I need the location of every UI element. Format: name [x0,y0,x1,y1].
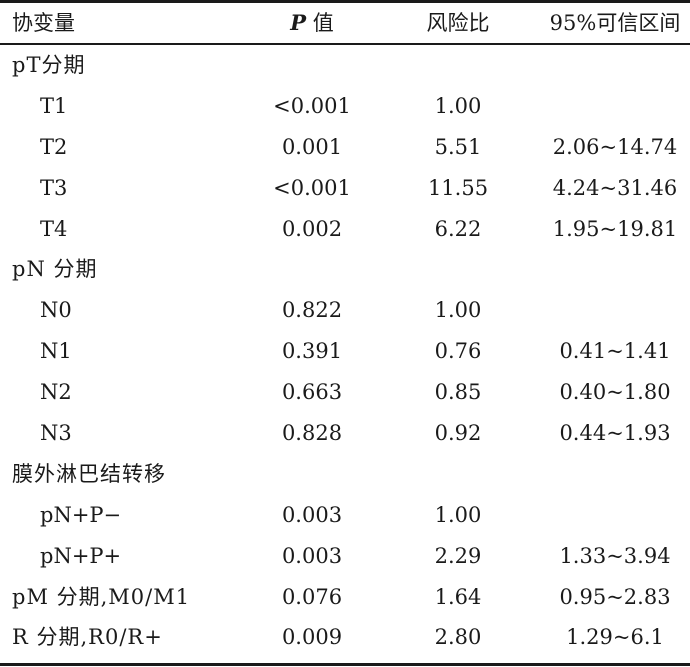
hazard-ratio-cell [398,249,518,289]
confidence-interval-cell: 1.33~3.94 [559,543,671,568]
table-group-row: 膜外淋巴结转移 [0,454,690,495]
table-row: T2 0.001 5.51 2.06~14.74 [0,127,690,168]
table-row: N0 0.822 1.00 [0,290,690,331]
table-group-row: pM 分期,M0/M1 0.076 1.64 0.95~2.83 [0,577,690,618]
p-value-cell: 0.822 [281,298,343,323]
covariate-cell: T1 [40,93,68,118]
table-group-row: pT分期 [0,45,690,86]
hazard-ratio-cell: 1.00 [434,93,482,118]
table-row: N3 0.828 0.92 0.44~1.93 [0,413,690,454]
header-p-value: P 值 [252,3,372,43]
p-value-cell: 0.076 [281,584,343,609]
confidence-interval-cell [540,454,690,494]
table-row: N1 0.391 0.76 0.41~1.41 [0,331,690,372]
table-group-row: pN 分期 [0,249,690,290]
hazard-ratio-cell: 0.92 [434,421,482,446]
table-row: pN+P+ 0.003 2.29 1.33~3.94 [0,536,690,577]
covariate-cell: N2 [40,380,72,405]
table-bottom-rule [0,663,690,666]
covariate-cell: pN+P+ [40,543,122,568]
covariate-cell: pT分期 [12,53,86,77]
p-value-cell: 0.009 [281,625,343,650]
confidence-interval-cell: 1.29~6.1 [566,625,664,650]
header-covariate: 协变量 [12,11,75,35]
covariate-cell: pM 分期,M0/M1 [12,584,191,609]
hazard-ratio-cell: 6.22 [434,216,482,241]
covariate-cell: T2 [40,134,68,159]
header-confidence-interval: 95%可信区间 [549,11,681,35]
covariate-cell: N1 [40,339,72,364]
covariate-cell: R 分期,R0/R+ [12,625,163,650]
table-row: T3 <0.001 11.55 4.24~31.46 [0,168,690,209]
table-top-rule [0,0,690,3]
confidence-interval-cell [540,495,690,535]
hazard-ratio-cell: 5.51 [434,134,482,159]
confidence-interval-cell: 1.95~19.81 [552,216,678,241]
covariate-cell: pN+P− [40,502,122,527]
hazard-ratio-cell: 1.00 [434,298,482,323]
table-row: N2 0.663 0.85 0.40~1.80 [0,372,690,413]
p-value-cell [252,45,372,85]
p-value-cell [252,454,372,494]
table-group-row: R 分期,R0/R+ 0.009 2.80 1.29~6.1 [0,617,690,658]
confidence-interval-cell: 0.44~1.93 [559,421,671,446]
covariate-cell: N0 [40,298,72,323]
hazard-ratio-cell: 1.00 [434,502,482,527]
covariate-cell: pN 分期 [12,257,98,282]
table-header-rule [0,43,690,45]
table-row: pN+P− 0.003 1.00 [0,495,690,536]
hazard-ratio-cell: 11.55 [427,175,489,200]
covariate-cell: T4 [40,216,68,241]
header-hazard-ratio: 风险比 [426,11,490,35]
p-value-cell: 0.391 [281,339,343,364]
covariate-cell: T3 [40,175,68,200]
confidence-interval-cell [540,45,690,85]
p-value-cell [252,249,372,289]
table-row: T1 <0.001 1.00 [0,86,690,127]
confidence-interval-cell [540,249,690,289]
hazard-ratio-cell: 2.29 [434,543,482,568]
table-body: pT分期 T1 <0.001 1.00 T2 0.001 5.51 2.06~14.74 T3 <… [0,45,690,658]
p-value-cell: 0.003 [281,543,343,568]
p-value-cell: <0.001 [273,175,351,200]
confidence-interval-cell: 0.95~2.83 [559,584,671,609]
p-value-cell: 0.663 [281,380,343,405]
confidence-interval-cell: 0.41~1.41 [559,339,671,364]
p-value-cell: 0.001 [281,134,343,159]
confidence-interval-cell: 4.24~31.46 [552,175,678,200]
confidence-interval-cell [540,86,690,126]
header-p-suffix: 值 [306,11,334,35]
hazard-ratio-cell: 1.64 [434,584,482,609]
confidence-interval-cell [540,290,690,330]
p-value-cell: 0.002 [281,216,343,241]
confidence-interval-cell: 0.40~1.80 [559,380,671,405]
table-header-row: 协变量 P 值 风险比 95%可信区间 [0,3,690,43]
header-p-letter: P [290,10,307,35]
table-row: T4 0.002 6.22 1.95~19.81 [0,209,690,250]
p-value-cell: 0.003 [281,502,343,527]
hazard-ratio-cell: 0.85 [434,380,482,405]
covariate-cell: 膜外淋巴结转移 [12,461,166,486]
p-value-cell: 0.828 [281,421,343,446]
hazard-ratio-cell [398,454,518,494]
p-value-cell: <0.001 [273,93,351,118]
covariate-cell: N3 [40,421,72,446]
confidence-interval-cell: 2.06~14.74 [552,134,678,159]
hazard-ratio-cell [398,45,518,85]
hazard-ratio-cell: 2.80 [434,625,482,650]
hazard-ratio-cell: 0.76 [434,339,482,364]
